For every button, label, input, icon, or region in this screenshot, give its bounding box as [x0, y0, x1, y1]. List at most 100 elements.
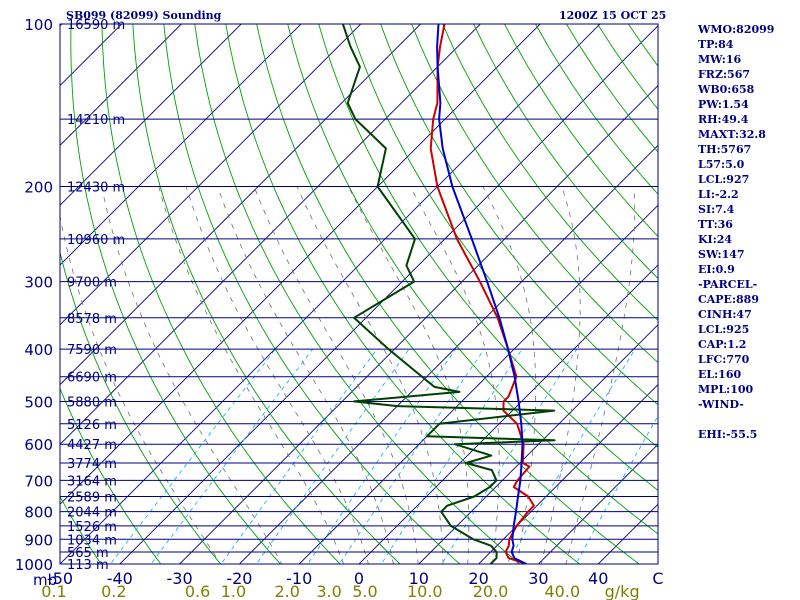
index-row: L57:5.0 [698, 158, 745, 171]
index-row: KI:24 [698, 233, 733, 246]
moist-adiabat-line [482, 186, 537, 564]
pressure-tick-label: 300 [24, 274, 53, 292]
index-row: CAPE:889 [698, 293, 759, 306]
index-row: MAXT:32.8 [698, 128, 766, 141]
height-label: 5126 m [67, 418, 117, 433]
pressure-tick-label: 100 [24, 16, 53, 34]
height-label: 1526 m [67, 520, 117, 535]
index-row: TT:36 [698, 218, 733, 231]
isotherm-line [238, 144, 658, 564]
index-row: PW:1.54 [698, 98, 749, 111]
mixing-ratio-label: 10.0 [407, 582, 443, 600]
moist-adiabat-line [348, 186, 470, 564]
pressure-tick-label: 900 [24, 531, 53, 549]
moist-adiabat-line [217, 186, 394, 564]
index-row: CINH:47 [698, 308, 752, 321]
plot-frame [59, 23, 659, 565]
index-row: RH:49.4 [698, 113, 749, 126]
pressure-tick-label: 700 [24, 472, 53, 490]
mixing-ratio-label: 0.6 [185, 582, 210, 600]
index-row: EL:160 [698, 368, 742, 381]
mixing-ratio-label: 40.0 [545, 582, 581, 600]
pressure-tick-label: 500 [24, 393, 53, 411]
height-label: 10960 m [67, 233, 125, 248]
index-row: LI:-2.2 [698, 188, 739, 201]
height-label: 8578 m [67, 312, 117, 327]
index-row: -PARCEL- [698, 278, 758, 291]
isotherm-line [60, 24, 601, 564]
index-row: TP:84 [698, 38, 734, 51]
mixing-ratio-label: 3.0 [316, 582, 341, 600]
index-row: TH:5767 [698, 143, 752, 156]
pressure-axis-label: mb [33, 571, 57, 589]
index-row: SW:147 [698, 248, 745, 261]
index-row: MW:16 [698, 53, 742, 66]
isotherm-line [60, 24, 242, 206]
observation-time: 1200Z 15 OCT 25 [559, 9, 667, 22]
isotherm-line [477, 383, 658, 564]
index-row: CAP:1.2 [698, 338, 747, 351]
moist-adiabat-line [253, 186, 419, 564]
dry-adiabat-line [60, 495, 102, 564]
height-label: 3164 m [67, 474, 117, 489]
index-row: LFC:770 [698, 353, 750, 366]
height-label: 16590 m [67, 18, 125, 33]
mixing-ratio-line [575, 415, 658, 564]
mixing-ratio-line [109, 348, 276, 564]
mixing-ratio-line [380, 348, 523, 564]
parcel-profile-line [436, 24, 527, 564]
temperature-tick-label: 10 [409, 569, 429, 588]
temperature-profile-line [429, 24, 535, 564]
mixing-ratio-label: 1.0 [221, 582, 246, 600]
temperature-tick-label: C [652, 569, 663, 588]
isotherm-line [418, 324, 658, 564]
moist-adiabat-line [60, 214, 222, 564]
height-label: 2044 m [67, 506, 117, 521]
isotherm-line [178, 84, 658, 564]
isotherm-line [60, 24, 362, 326]
height-label: 3774 m [67, 457, 117, 472]
isotherm-line [298, 204, 658, 564]
dry-adiabat-line [60, 250, 222, 564]
index-row: EHI:-55.5 [698, 428, 758, 441]
height-label: 14210 m [67, 113, 125, 128]
temperature-tick-label: 20 [468, 569, 488, 588]
pressure-tick-label: 200 [24, 179, 53, 197]
mixing-ratio-label: g/kg [605, 582, 640, 600]
isotherm-line [60, 24, 482, 446]
moist-adiabat-line [565, 186, 636, 564]
mixing-ratio-label: 5.0 [352, 582, 377, 600]
height-label: 4427 m [67, 438, 117, 453]
height-label: 2589 m [67, 491, 117, 506]
mixing-ratio-line [307, 348, 456, 564]
height-label: 5880 m [67, 395, 117, 410]
temperature-tick-label: -20 [226, 569, 252, 588]
temperature-tick-label: -10 [286, 569, 312, 588]
mixing-ratio-line [441, 348, 578, 564]
mixing-ratio-line [338, 348, 485, 564]
index-row: MPL:100 [698, 383, 754, 396]
height-label: 7590 m [67, 343, 117, 358]
mixing-ratio-label: 2.0 [275, 582, 300, 600]
dry-adiabat-line [60, 387, 162, 564]
index-row: WMO:82099 [698, 23, 775, 36]
dewpoint-profile-line [341, 24, 556, 564]
isotherm-line [537, 443, 658, 564]
temperature-tick-label: -30 [167, 569, 193, 588]
temperature-tick-label: 40 [588, 569, 608, 588]
height-label: 113 m [67, 558, 109, 573]
moist-adiabat-line [541, 186, 581, 564]
index-row: FRZ:567 [698, 68, 751, 81]
isotherm-line [60, 24, 183, 147]
mixing-ratio-label: 0.2 [101, 582, 126, 600]
station-title: SB099 (82099) Sounding [66, 9, 222, 22]
temperature-tick-label: 30 [528, 569, 548, 588]
index-row: -WIND- [698, 398, 744, 411]
temperature-tick-label: -50 [47, 569, 73, 588]
mixing-ratio-label: 20.0 [473, 582, 509, 600]
pressure-tick-label: 400 [24, 341, 53, 359]
mixing-ratio-line [220, 348, 378, 564]
index-row: LCL:927 [698, 173, 750, 186]
